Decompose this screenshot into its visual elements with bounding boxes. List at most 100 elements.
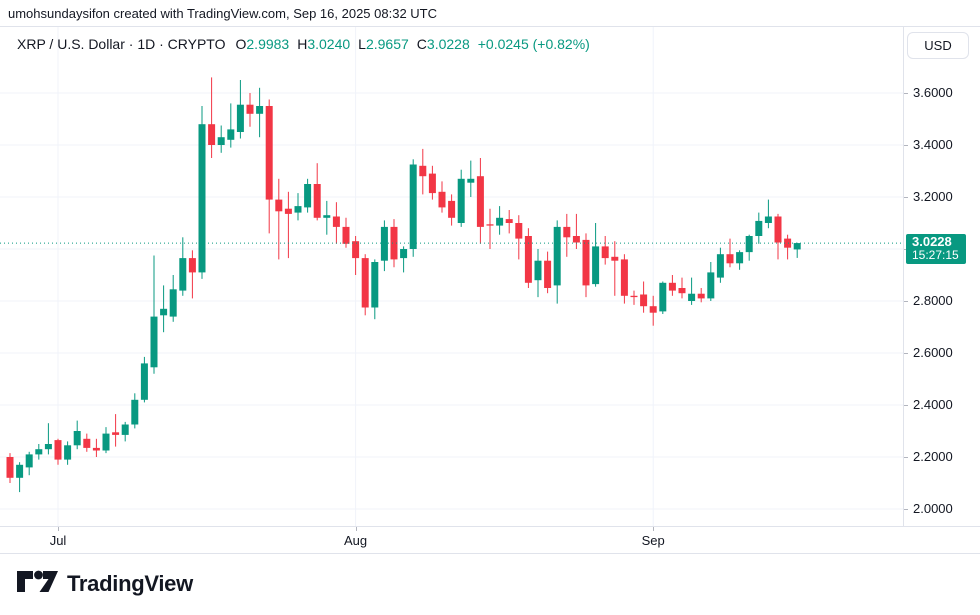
candle-body	[16, 464, 24, 478]
candle-body	[745, 236, 753, 253]
ohlc-values: O2.9983 H3.0240 L2.9657 C3.0228	[236, 36, 478, 52]
ohlc-item: O2.9983	[236, 36, 290, 52]
candle-body	[342, 226, 350, 244]
candle-body	[534, 260, 542, 281]
y-axis-label: 2.8000	[913, 293, 953, 308]
candle-body	[476, 176, 484, 227]
candle-body	[35, 449, 43, 455]
candle-body	[419, 165, 427, 177]
candle-body	[467, 178, 475, 183]
y-axis-label: 2.0000	[913, 501, 953, 516]
candle-body	[92, 447, 100, 451]
last-price: 3.0228	[912, 234, 952, 250]
candle-body	[227, 129, 235, 140]
candlestick-plot[interactable]	[0, 27, 903, 526]
candle-body	[630, 295, 638, 298]
candle-body	[678, 288, 686, 294]
candle-body	[793, 243, 801, 250]
time-axis[interactable]: Jul Aug Sep	[0, 526, 980, 554]
y-axis-tick	[904, 197, 908, 198]
y-axis-label: 2.4000	[913, 397, 953, 412]
candle-body	[707, 272, 715, 299]
ohlc-item: H3.0240	[297, 36, 350, 52]
candle-body	[140, 363, 148, 400]
candle-body	[54, 440, 62, 460]
candle-body	[764, 216, 772, 223]
candle-body	[736, 252, 744, 264]
attribution-text: umohsundaysifon created with TradingView…	[8, 6, 438, 21]
candle-body	[112, 432, 120, 435]
ohlc-value: 2.9983	[246, 36, 290, 52]
candle-body	[400, 249, 408, 259]
ohlc-value: 3.0240	[307, 36, 351, 52]
candle-body	[688, 293, 696, 301]
candle-body	[265, 106, 273, 200]
candle-body	[438, 191, 446, 208]
tradingview-logo-text[interactable]: TradingView	[67, 571, 193, 596]
ohlc-value: 2.9657	[365, 36, 409, 52]
tradingview-logo-icon[interactable]	[16, 570, 60, 598]
symbol-title[interactable]: XRP / U.S. Dollar · 1D · CRYPTO	[17, 36, 226, 52]
candle-body	[380, 226, 388, 261]
x-axis-tick	[653, 527, 655, 531]
candle-body	[515, 223, 523, 239]
candle-body	[25, 454, 33, 468]
candle-body	[361, 258, 369, 308]
candle-body	[755, 220, 763, 236]
x-axis-label: Sep	[641, 533, 665, 548]
candle-body	[457, 178, 465, 223]
candle-body	[428, 173, 436, 194]
countdown-timer: 15:27:15	[912, 248, 959, 263]
candle-body	[246, 104, 254, 114]
candle-body	[44, 444, 52, 450]
candle-body	[275, 199, 283, 212]
currency-button[interactable]: USD	[907, 32, 969, 59]
candle-body	[284, 208, 292, 214]
ohlc-item: L2.9657	[358, 36, 409, 52]
candle-body	[6, 457, 14, 478]
candle-body	[553, 226, 561, 286]
candle-body	[64, 445, 72, 460]
candle-body	[131, 399, 139, 425]
candle-body	[611, 256, 619, 261]
candle-body	[582, 239, 590, 286]
candle-body	[505, 219, 513, 223]
current-price-badge: 3.0228 15:27:15	[906, 234, 966, 265]
candle-body	[496, 217, 504, 226]
candle-body	[390, 226, 398, 260]
candle-body	[659, 282, 667, 312]
ohlc-label: C	[416, 36, 427, 52]
candle-body	[313, 184, 321, 218]
chart-legend: XRP / U.S. Dollar · 1D · CRYPTO O2.9983 H3…	[17, 36, 590, 52]
candle-body	[198, 124, 206, 273]
candle-body	[774, 216, 782, 243]
candle-body	[649, 306, 657, 313]
candle-body	[716, 254, 724, 278]
candle-body	[668, 282, 676, 291]
candle-body	[371, 262, 379, 308]
candle-body	[486, 224, 494, 226]
candle-body	[256, 106, 264, 114]
y-axis-tick	[904, 301, 908, 302]
candle-body	[73, 431, 81, 446]
candle-body	[620, 259, 628, 296]
x-axis-tick	[58, 527, 59, 531]
price-axis[interactable]: USD 3.60003.40003.20003.00002.80002.6000…	[903, 27, 980, 554]
ohlc-item: C3.0228	[417, 36, 470, 52]
y-axis-tick	[904, 353, 908, 354]
candle-body	[592, 246, 600, 285]
candle-body	[188, 258, 196, 273]
candle-body	[352, 241, 360, 259]
candle-body	[640, 294, 648, 307]
y-axis-tick	[904, 145, 908, 146]
candle-body	[697, 293, 705, 299]
candle-body	[323, 215, 331, 218]
candle-body	[169, 289, 177, 317]
footer: TradingView	[16, 570, 193, 598]
candle-body	[601, 246, 609, 259]
candle-body	[563, 226, 571, 238]
candle-body	[784, 238, 792, 248]
y-axis-tick	[904, 405, 908, 406]
candle-body	[332, 216, 340, 227]
